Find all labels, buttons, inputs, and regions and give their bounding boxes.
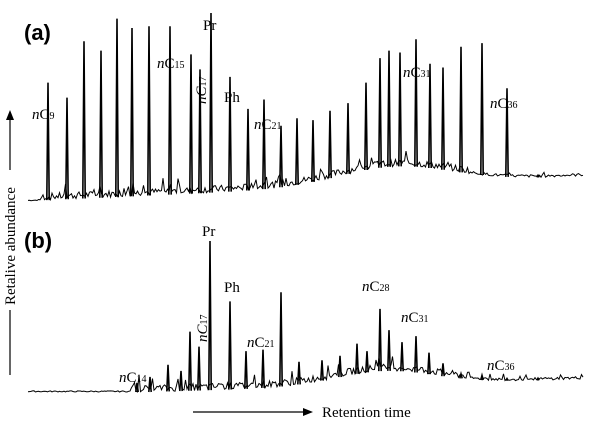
peak-5: [130, 27, 134, 197]
peak-3: [99, 50, 103, 198]
peak-1: [65, 97, 69, 200]
peak-8: [189, 54, 193, 194]
peak-label-b-nc17: nC17: [195, 314, 211, 342]
peak-16: [378, 308, 382, 372]
peak-label-a-nc21: nC21: [254, 117, 282, 133]
panel-label-b: (b): [24, 228, 52, 253]
peak-18: [346, 103, 350, 174]
peak-15: [295, 118, 299, 185]
panel-b-trace: [27, 240, 584, 393]
peak-13: [262, 99, 266, 190]
baseline-trace: [27, 151, 584, 202]
peak-14: [355, 343, 359, 374]
peak-6: [208, 240, 212, 391]
peak-10: [279, 292, 283, 387]
y-axis-label: Retalive abundance: [3, 187, 19, 305]
peak-21: [441, 363, 445, 377]
peak-6: [147, 26, 151, 196]
peak-2: [166, 364, 170, 392]
peak-19: [414, 336, 418, 373]
peak-4: [188, 331, 192, 391]
peak-11: [297, 361, 301, 385]
peak-7: [228, 301, 232, 390]
peak-29: [536, 173, 540, 178]
panel-label-a: (a): [24, 20, 51, 45]
peak-14: [279, 125, 283, 188]
peak-label-b-nc14: nC14: [119, 370, 147, 386]
peak-label-a-nc17: nC17: [194, 76, 210, 104]
y-axis-arrowhead: [6, 110, 14, 120]
peak-15: [365, 351, 369, 373]
peak-label-a-nc15: nC15: [157, 56, 185, 72]
peak-3: [179, 370, 183, 392]
peak-26: [459, 46, 463, 173]
peak-17: [387, 330, 391, 371]
peak-label-a-pr: Pr: [203, 18, 216, 34]
peak-10: [209, 12, 213, 193]
y-axis-label-bg: [3, 170, 17, 310]
peak-24: [428, 63, 432, 169]
peak-12: [320, 360, 324, 381]
baseline-trace: [27, 356, 584, 393]
peak-label-a-nc9: nC9: [32, 107, 55, 123]
peak-5: [197, 346, 201, 391]
peak-7: [168, 26, 172, 195]
peak-label-b-nc28: nC28: [362, 279, 390, 295]
peak-20: [378, 58, 382, 168]
peak-label-b-nc21: nC21: [247, 335, 275, 351]
peak-1: [148, 376, 152, 393]
peak-label-b-pr: Pr: [202, 224, 215, 240]
peak-21: [387, 50, 391, 167]
peak-label-b-nc31: nC31: [401, 310, 429, 326]
peak-4: [115, 18, 119, 198]
peak-2: [82, 41, 86, 199]
peak-23: [414, 39, 418, 167]
peak-8: [244, 351, 248, 389]
peak-label-a-nc36: nC36: [490, 96, 518, 112]
peak-17: [328, 110, 332, 179]
peak-20: [427, 352, 431, 375]
x-axis-arrowhead: [303, 408, 313, 416]
peak-label-b-nc36: nC36: [487, 358, 515, 374]
peak-23: [480, 372, 484, 381]
peak-28: [505, 88, 509, 177]
peak-16: [311, 120, 315, 182]
x-axis-label: Retention time: [322, 405, 411, 421]
peak-9: [261, 349, 265, 388]
peak-label-a-ph: Ph: [224, 90, 240, 106]
peak-12: [246, 108, 250, 191]
peak-0: [46, 82, 50, 201]
peak-label-a-nc31: nC31: [403, 65, 431, 81]
peak-13: [338, 355, 342, 378]
peak-19: [364, 82, 368, 171]
peak-22: [398, 52, 402, 167]
peak-18: [400, 342, 404, 372]
peak-22: [459, 370, 463, 379]
peak-27: [480, 43, 484, 176]
peak-11: [228, 76, 232, 192]
peak-25: [441, 67, 445, 170]
peak-label-b-ph: Ph: [224, 280, 240, 296]
peak-0: [135, 382, 139, 393]
peak-25: [536, 376, 540, 381]
peak-24: [505, 377, 509, 382]
peak-9: [198, 69, 202, 194]
panel-a-trace: [27, 12, 584, 202]
